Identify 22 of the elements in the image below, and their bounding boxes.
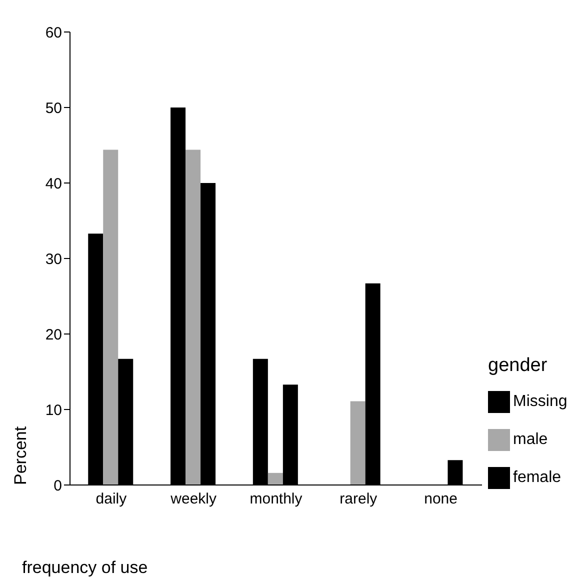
y-tick-label: 20 — [45, 326, 62, 344]
x-tick-label: rarely — [340, 490, 378, 508]
bar — [268, 472, 283, 485]
y-tick-label: 50 — [45, 100, 62, 117]
bar — [350, 401, 366, 485]
y-axis-title: Percent — [11, 426, 30, 485]
legend-label: Missing — [513, 393, 568, 411]
x-tick-label: daily — [96, 490, 128, 508]
y-tick-label: 60 — [45, 24, 62, 42]
legend-title: gender — [488, 355, 548, 377]
y-tick-label: 0 — [54, 477, 62, 494]
x-tick-label: monthly — [250, 490, 303, 508]
y-tick-label: 30 — [45, 250, 62, 268]
x-tick-label: none — [424, 490, 458, 508]
y-tick-label: 10 — [45, 402, 62, 419]
legend-label: female — [513, 469, 562, 487]
legend-label: male — [513, 431, 548, 449]
y-tick-label: 40 — [45, 175, 62, 192]
bar — [186, 150, 201, 485]
x-axis-title: frequency of use — [22, 558, 148, 577]
x-tick-label: weekly — [170, 490, 218, 508]
bar — [103, 150, 118, 485]
